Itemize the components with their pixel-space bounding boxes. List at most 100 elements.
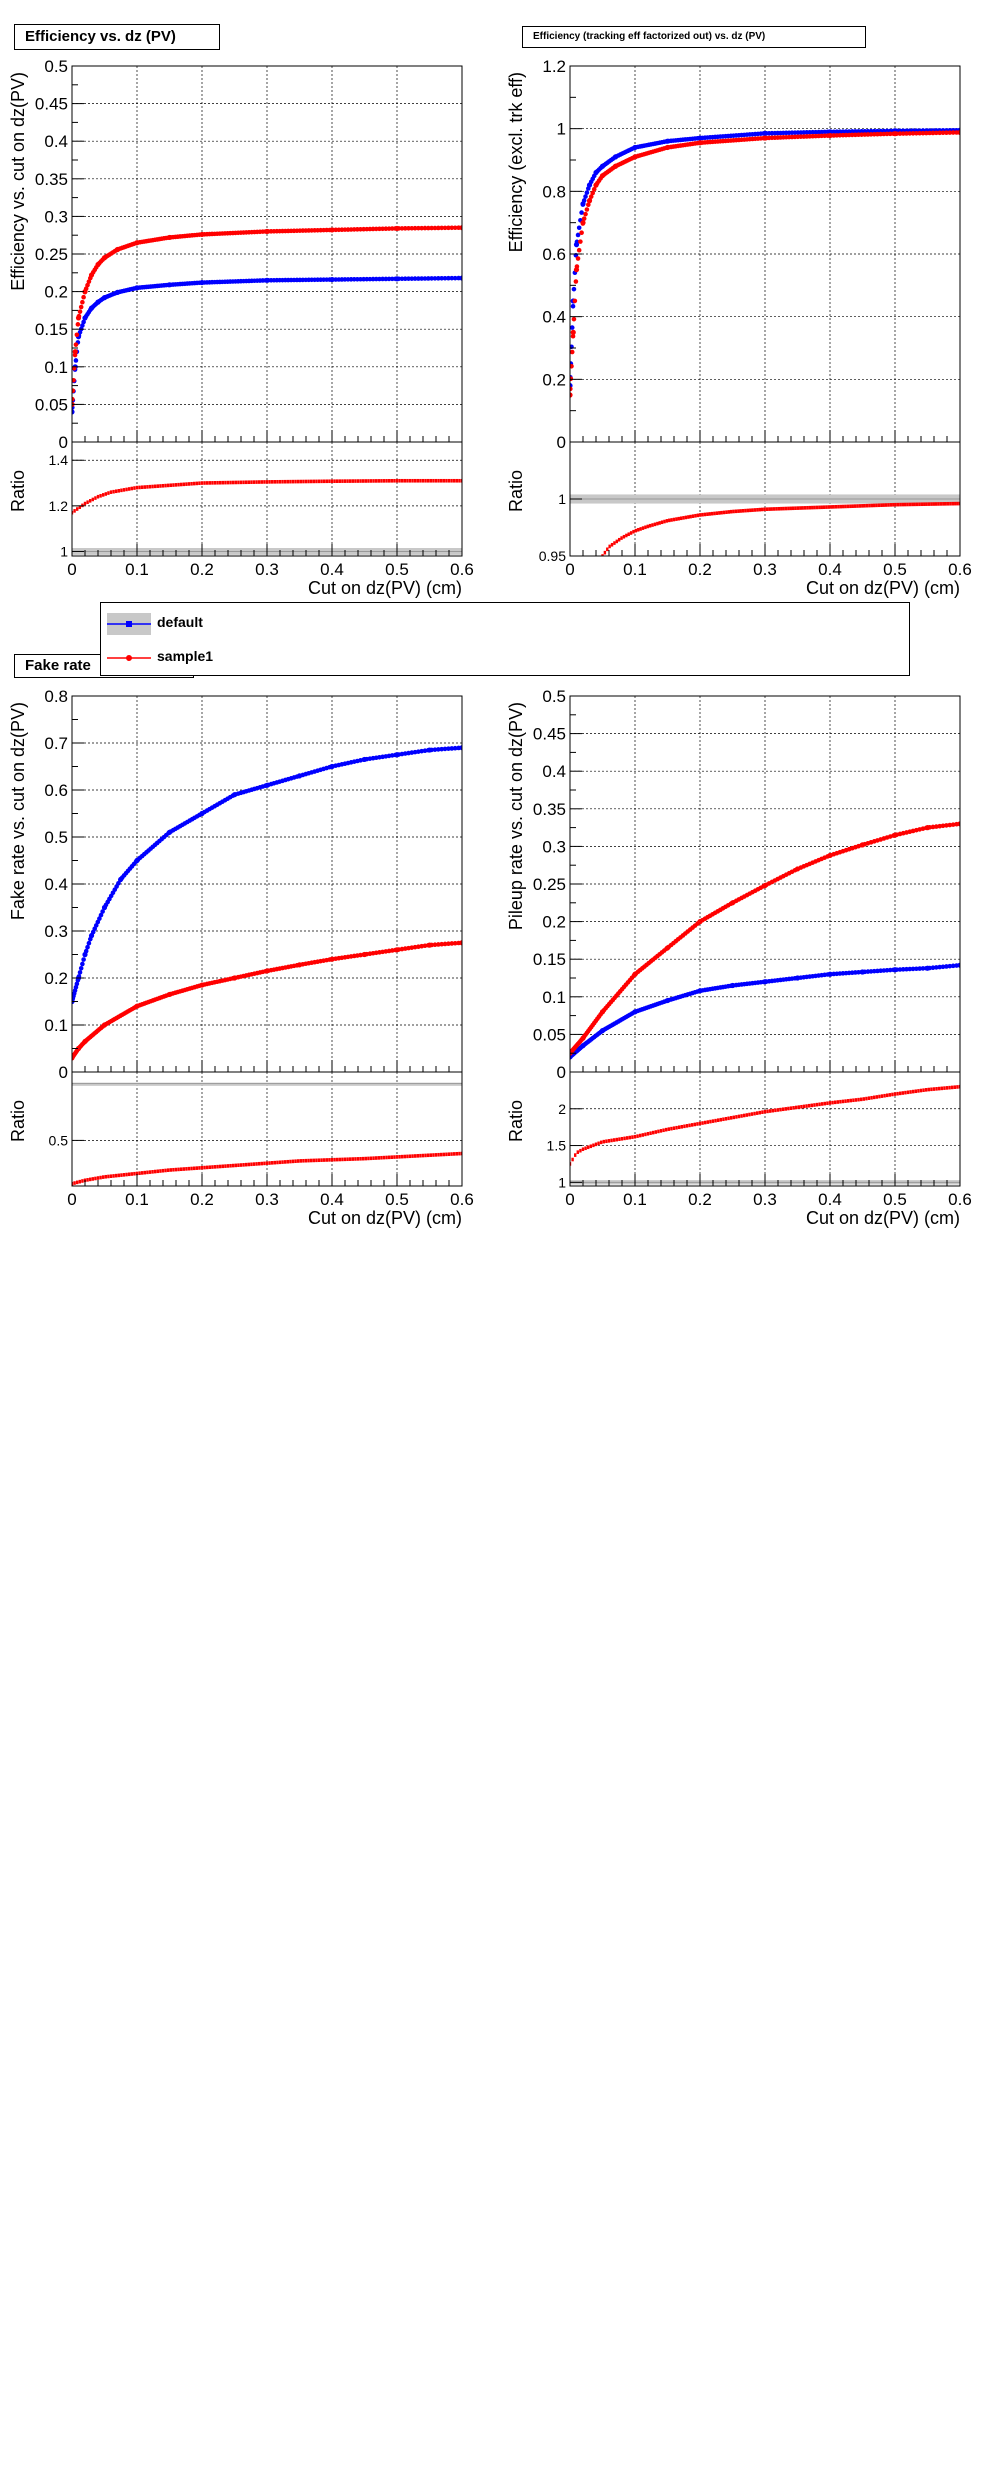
data-point-default — [114, 289, 121, 295]
ratio-point — [203, 1165, 206, 1170]
ratio-point — [398, 1154, 401, 1159]
ratio-point — [744, 508, 747, 513]
ratio-point — [455, 478, 458, 483]
data-point-default — [762, 130, 768, 136]
ratio-point — [187, 1166, 191, 1171]
data-point-default — [442, 275, 448, 281]
data-point-default — [940, 964, 946, 970]
series-group — [72, 225, 462, 415]
y-tick-label: 0.1 — [44, 1016, 68, 1035]
ratio-point — [102, 493, 105, 497]
data-point-sample1 — [432, 225, 438, 231]
ratio-point — [154, 1169, 157, 1174]
ratio-point — [224, 480, 227, 485]
ratio-point — [629, 531, 633, 535]
series-sample1 — [72, 940, 462, 1061]
ratio-point — [271, 480, 274, 484]
y-tick-label: 0.05 — [533, 1025, 566, 1044]
ratio-point — [195, 1166, 198, 1170]
y-tick-label: 1 — [557, 120, 566, 139]
ratio-point — [831, 1100, 834, 1105]
ratio-point — [906, 1090, 910, 1095]
ratio-point — [915, 502, 919, 507]
data-point-default — [95, 299, 101, 305]
ratio-point — [393, 1155, 396, 1159]
data-point-default — [88, 305, 95, 311]
data-point-default — [81, 319, 86, 325]
ratio-point — [613, 1138, 616, 1142]
ratio-point — [675, 1125, 678, 1130]
ratio-point — [603, 550, 607, 555]
data-point-sample1 — [439, 941, 444, 947]
ratio-point — [607, 1139, 611, 1143]
ratio-point — [818, 505, 821, 510]
ratio-point — [414, 1154, 417, 1158]
ratio-point — [830, 505, 833, 509]
data-point-sample1 — [432, 942, 438, 948]
data-point-sample1 — [884, 131, 890, 137]
ratio-point — [763, 507, 766, 512]
ratio-point — [336, 1157, 339, 1162]
ratio-point — [258, 1161, 261, 1166]
ratio-point — [221, 1164, 224, 1169]
ratio-point — [445, 478, 448, 483]
ratio-point — [594, 1142, 598, 1147]
ratio-point — [273, 480, 276, 484]
ratio-point — [263, 1161, 266, 1166]
ratio-point — [892, 502, 895, 507]
ratio-point — [853, 504, 857, 508]
ratio-point — [620, 536, 623, 540]
data-point-default — [134, 857, 140, 864]
ratio-point — [883, 1093, 886, 1098]
ratio-point — [894, 502, 897, 507]
ratio-point — [651, 523, 654, 527]
y-tick-label: 0 — [557, 433, 566, 452]
ratio-point — [143, 1170, 146, 1175]
data-point-default — [449, 746, 455, 751]
legend: default sample1 — [100, 602, 910, 676]
ratio-point — [320, 479, 323, 484]
ratio-point — [297, 479, 300, 484]
ratio-point — [909, 1090, 912, 1094]
ratio-point — [789, 506, 792, 511]
ratio-point — [777, 506, 781, 511]
ratio-point — [942, 502, 945, 506]
ratio-series — [601, 501, 960, 556]
ratio-point — [923, 502, 926, 506]
data-point-sample1 — [920, 130, 926, 136]
ratio-point — [663, 519, 666, 524]
ratio-point — [416, 1154, 419, 1158]
data-point-default — [264, 277, 270, 283]
data-point-default — [446, 275, 451, 281]
ratio-point — [633, 1134, 637, 1139]
ratio-point — [216, 1164, 219, 1169]
ratio-point — [722, 510, 726, 515]
ratio-point — [372, 479, 375, 483]
ratio-point — [870, 1095, 873, 1100]
x-tick-label: 0 — [67, 560, 76, 579]
ratio-point — [842, 504, 845, 509]
ratio-y-tick-label: 1.2 — [49, 498, 69, 514]
ratio-point — [758, 507, 761, 512]
ratio-point — [281, 1160, 284, 1164]
ratio-point — [653, 522, 657, 527]
ratio-point — [112, 1174, 115, 1178]
data-point-sample1 — [412, 225, 418, 231]
data-point-sample1 — [612, 163, 619, 169]
ratio-point — [333, 479, 336, 483]
data-point-default — [914, 966, 919, 972]
ratio-point — [390, 478, 393, 483]
data-point-default — [422, 276, 428, 281]
ratio-point — [875, 1095, 878, 1099]
data-point-sample1 — [446, 941, 451, 947]
ratio-point — [159, 484, 162, 488]
legend-entry-default: default — [101, 609, 501, 639]
ratio-point — [208, 1165, 211, 1170]
ratio-point — [932, 1087, 936, 1091]
ratio-point — [844, 1099, 847, 1103]
data-point-default — [436, 747, 441, 752]
data-point-default — [77, 970, 83, 975]
ratio-point — [768, 507, 771, 511]
data-point-default — [101, 904, 108, 911]
ratio-point — [154, 484, 157, 489]
